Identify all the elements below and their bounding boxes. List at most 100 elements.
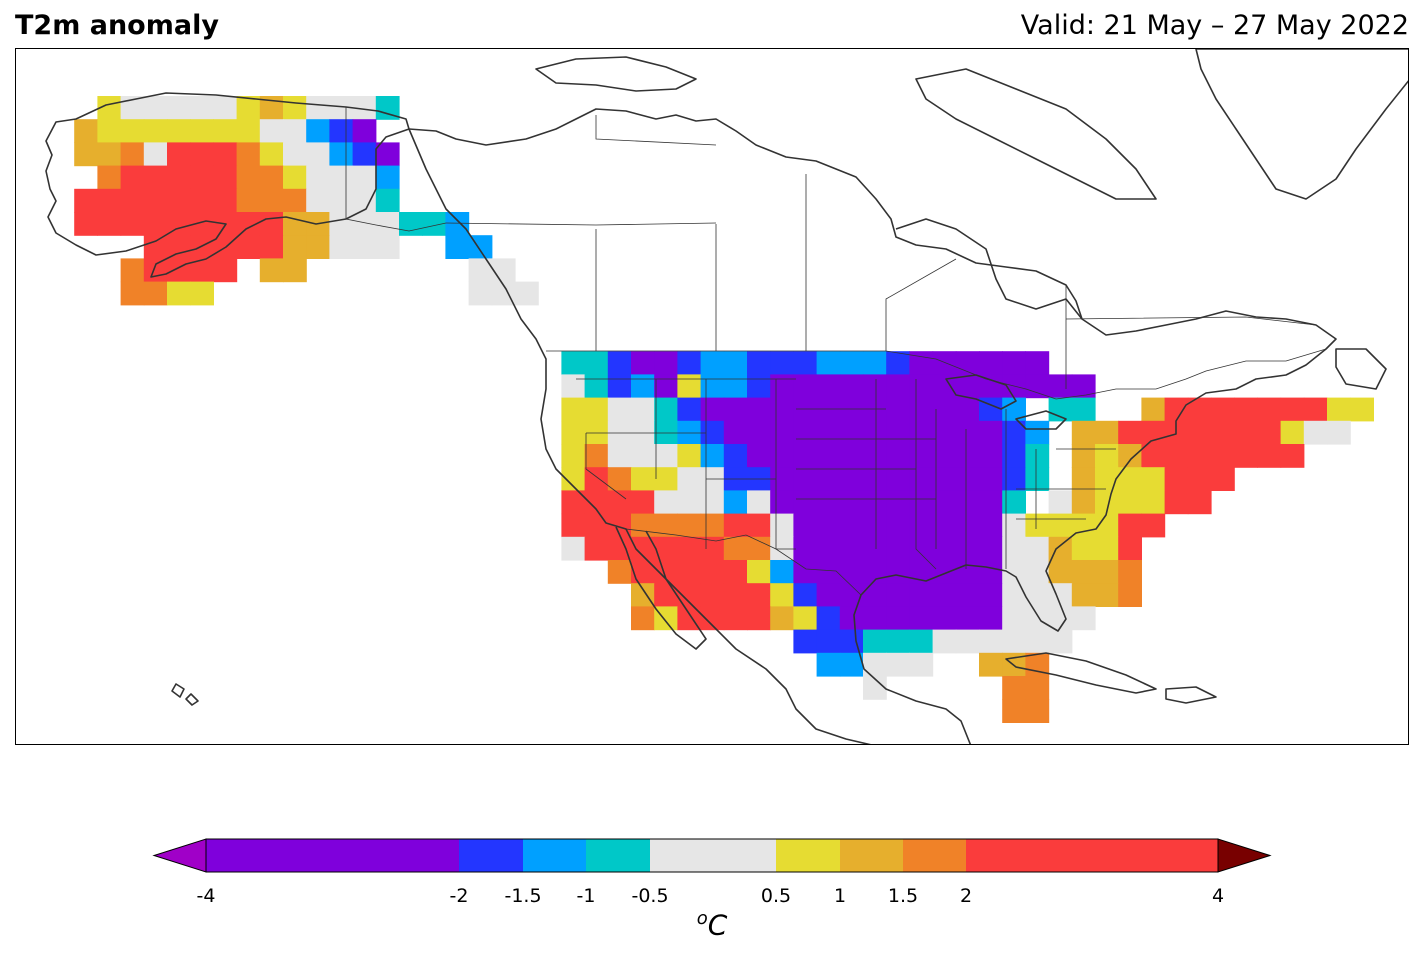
colorbar-bin	[523, 839, 586, 872]
grid-cell	[816, 560, 841, 584]
grid-cell	[677, 513, 702, 538]
grid-cell	[955, 374, 980, 399]
grid-cell	[793, 420, 818, 445]
grid-cell	[723, 583, 748, 607]
grid-cell	[167, 235, 191, 259]
grid-cell	[723, 560, 748, 584]
grid-cell	[793, 629, 818, 654]
grid-cell	[236, 119, 261, 143]
grid-cell	[700, 444, 725, 468]
grid-cell	[816, 606, 841, 631]
colorbar-outline	[205, 838, 1219, 873]
grid-cell	[816, 397, 841, 422]
grid-cell	[723, 490, 748, 515]
grid-cell	[1002, 467, 1026, 491]
grid-cell	[886, 513, 910, 538]
grid-cell	[1025, 583, 1050, 607]
grid-cell	[863, 374, 887, 399]
grid-cell	[932, 444, 957, 468]
grid-cell	[1071, 606, 1096, 631]
grid-cell	[236, 188, 261, 213]
grid-cell	[306, 165, 330, 190]
colorbar-under-arrow	[152, 838, 207, 873]
grid-cell	[631, 606, 655, 631]
grid-cell	[770, 490, 794, 515]
grid-cell	[631, 490, 655, 515]
grid-cell	[979, 513, 1003, 538]
grid-cell	[167, 212, 191, 236]
grid-cell	[909, 420, 934, 445]
grid-cell	[955, 560, 980, 584]
colorbar-bin	[903, 839, 966, 872]
grid-cell	[631, 536, 655, 561]
grid-cell	[909, 467, 934, 491]
grid-cell	[1071, 444, 1096, 468]
grid-cell	[1048, 536, 1073, 561]
grid-cell	[793, 583, 818, 607]
grid-cell	[631, 560, 655, 584]
grid-cell	[863, 676, 887, 700]
grid-cell	[143, 258, 168, 283]
grid-cell	[886, 490, 910, 515]
grid-cell	[886, 351, 910, 375]
grid-cell	[97, 165, 122, 190]
grid-cell	[329, 119, 354, 143]
grid-cell	[1002, 560, 1026, 584]
newfoundland-coastline	[1335, 348, 1387, 390]
grid-cell	[1025, 606, 1050, 631]
grid-cell	[190, 258, 214, 283]
grid-cell	[1002, 676, 1026, 700]
grid-cell	[1187, 490, 1212, 515]
grid-cell	[445, 212, 470, 236]
grid-cell	[561, 467, 586, 491]
grid-cell	[97, 119, 122, 143]
grid-cell	[1071, 583, 1096, 607]
grid-cell	[607, 351, 632, 375]
grid-cell	[283, 235, 307, 259]
grid-cell	[584, 513, 609, 538]
colorbar-unit: oC	[697, 908, 728, 941]
grid-cell	[816, 629, 841, 654]
grid-cell	[1002, 606, 1026, 631]
grid-cell	[886, 536, 910, 561]
grid-cell	[793, 351, 818, 375]
grid-cell	[515, 281, 539, 306]
colorbar-tick-label: 1	[833, 885, 847, 907]
grid-cell	[723, 513, 748, 538]
grid-cell	[584, 374, 609, 399]
grid-cell	[167, 258, 191, 283]
grid-cell	[816, 490, 841, 515]
grid-cell	[236, 142, 261, 167]
grid-cell	[839, 420, 864, 445]
grid-cell	[167, 188, 191, 213]
grid-cell	[143, 165, 168, 190]
grid-cell	[1164, 467, 1189, 491]
grid-cell	[839, 351, 864, 375]
grid-cell	[863, 606, 887, 631]
grid-cell	[979, 629, 1003, 654]
grid-cell	[1187, 420, 1212, 445]
grid-cell	[1002, 444, 1026, 468]
grid-cell	[631, 513, 655, 538]
grid-cell	[886, 467, 910, 491]
grid-cell	[932, 374, 957, 399]
colorbar-bin	[966, 839, 1218, 872]
grid-cell	[1141, 397, 1166, 422]
grid-cell	[1350, 397, 1374, 422]
grid-cell	[979, 536, 1003, 561]
grid-cell	[909, 652, 934, 677]
grid-cell	[979, 397, 1003, 422]
us-mexico-border	[625, 528, 862, 596]
grid-cell	[468, 258, 493, 283]
grid-cell	[770, 606, 794, 631]
hispaniola-coastline	[1165, 686, 1217, 704]
grid-cell	[677, 560, 702, 584]
grid-cell	[631, 351, 655, 375]
grid-cell	[631, 467, 655, 491]
grid-cell	[747, 420, 771, 445]
grid-cell	[120, 188, 145, 213]
unit-letter: C	[707, 908, 728, 942]
grid-cell	[1257, 444, 1282, 468]
grid-cell	[352, 165, 377, 190]
grid-cell	[352, 212, 377, 236]
